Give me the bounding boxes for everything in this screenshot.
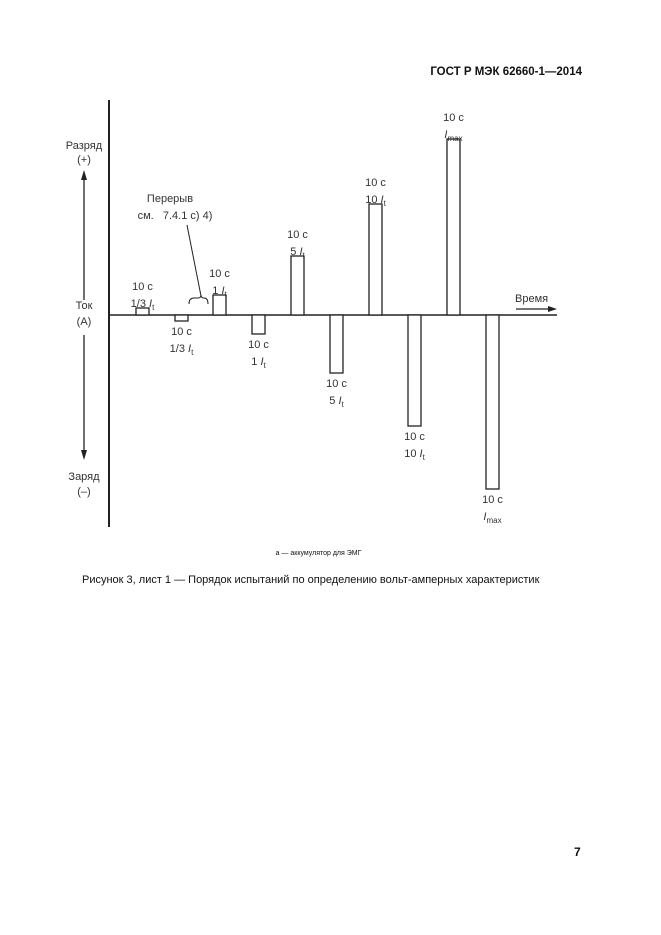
pulse-duration: 10 с <box>404 431 425 443</box>
pulse-duration: 10 с <box>287 229 308 241</box>
pulse-duration: 10 с <box>171 326 192 338</box>
pulse-current: 5 It <box>290 246 305 260</box>
pulse-bar <box>446 138 461 316</box>
pulse-duration: 10 с <box>209 268 230 280</box>
pulse-current: Imax <box>444 129 462 143</box>
pulse-current: 10 It <box>404 448 425 462</box>
break-leader <box>186 224 202 297</box>
pulse-current: 1 It <box>251 356 266 370</box>
time-label: Время <box>515 293 548 305</box>
pulse-duration: 10 с <box>365 177 386 189</box>
pulse-bar <box>485 314 500 490</box>
charge-arrow-head <box>81 450 87 460</box>
footnote-text: a — аккумулятор для ЭМГ <box>275 550 362 557</box>
pulse-bar <box>212 294 227 316</box>
pulse-duration: 10 с <box>482 494 503 506</box>
pulse-bar <box>135 307 150 316</box>
page-number: 7 <box>574 845 581 859</box>
discharge-arrow-head <box>81 170 87 180</box>
pulse-bar <box>329 314 344 374</box>
pulse-current: Imax <box>483 511 501 525</box>
figure-footnote: a — аккумулятор для ЭМГ <box>0 550 661 557</box>
pulse-current: 1 It <box>212 285 227 299</box>
pulse-bar <box>174 314 189 322</box>
pulse-duration: 10 с <box>248 339 269 351</box>
pulse-bar <box>290 255 305 316</box>
pulse-duration: 10 с <box>132 281 153 293</box>
discharge-label: Разряд <box>66 140 103 152</box>
current-label: Ток <box>76 300 93 312</box>
document-header: ГОСТ Р МЭК 62660-1—2014 <box>430 66 582 78</box>
pulse-bar <box>251 314 266 335</box>
charge-sign: (–) <box>77 486 90 498</box>
current-unit: (A) <box>77 316 92 328</box>
break-label: Перерыв <box>147 193 193 205</box>
break-reference: см. 7.4.1 с) 4) <box>138 210 213 222</box>
charge-label: Заряд <box>68 471 100 483</box>
pulse-current: 1/3 It <box>131 298 155 312</box>
break-brace <box>188 294 209 305</box>
pulse-duration: 10 с <box>443 112 464 124</box>
pulse-current: 5 It <box>329 395 344 409</box>
discharge-sign: (+) <box>77 154 91 166</box>
pulse-current: 1/3 It <box>170 343 194 357</box>
pulse-duration: 10 с <box>326 378 347 390</box>
time-arrow-head <box>548 306 557 312</box>
pulse-bar <box>407 314 422 427</box>
pulse-current: 10 It <box>365 194 386 208</box>
figure-caption: Рисунок 3, лист 1 — Порядок испытаний по… <box>82 574 540 586</box>
pulse-bar <box>368 203 383 316</box>
